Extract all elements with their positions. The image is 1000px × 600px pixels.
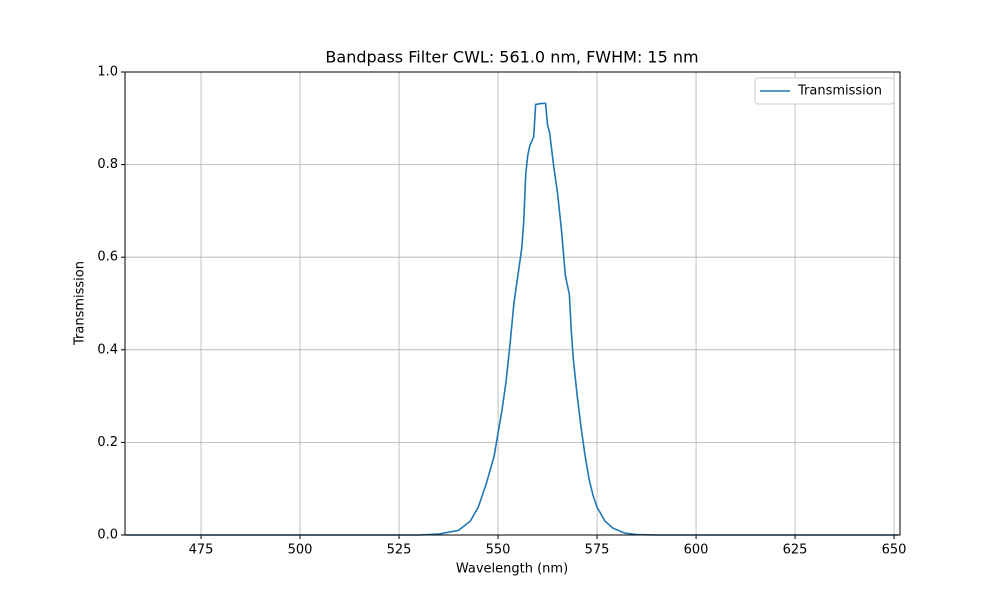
x-tick-label: 625 <box>783 543 808 558</box>
y-tick-label: 0.6 <box>97 250 118 265</box>
x-tick-label: 500 <box>288 543 313 558</box>
x-tick-label: 575 <box>585 543 610 558</box>
series-line <box>125 102 899 536</box>
chart-title: Bandpass Filter CWL: 561.0 nm, FWHM: 15 … <box>325 48 698 67</box>
x-tick-label: 525 <box>387 543 412 558</box>
x-tick-label: 475 <box>189 543 214 558</box>
x-tick-label: 550 <box>486 543 511 558</box>
y-tick-label: 0.0 <box>97 528 118 543</box>
x-tick-label: 650 <box>882 543 907 558</box>
legend-box <box>754 77 895 105</box>
y-tick-label: 0.2 <box>97 435 118 450</box>
y-tick-label: 0.8 <box>97 157 118 172</box>
y-axis-label: Transmission <box>73 261 88 346</box>
x-tick-label: 600 <box>684 543 709 558</box>
y-tick-label: 1.0 <box>97 65 118 80</box>
plot-frame <box>124 71 901 536</box>
x-axis-label: Wavelength (nm) <box>456 562 568 577</box>
legend-label: Transmission <box>797 84 882 99</box>
y-tick-label: 0.4 <box>97 342 118 357</box>
